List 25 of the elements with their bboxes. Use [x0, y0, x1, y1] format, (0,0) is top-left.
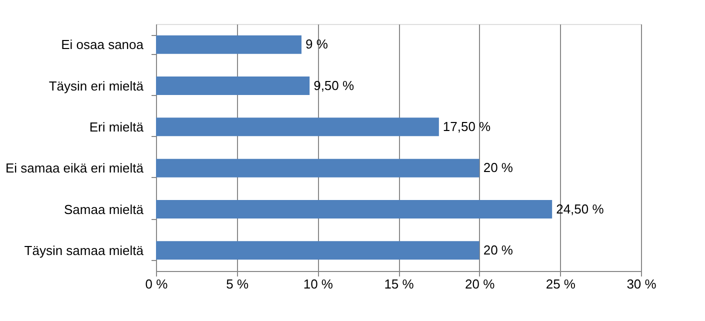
x-tick-label: 20 % — [465, 276, 496, 292]
data-label: 20 % — [483, 160, 514, 176]
y-tick-label: Samaa mieltä — [64, 202, 144, 217]
bar — [156, 35, 302, 54]
x-tick-label: 10 % — [303, 276, 334, 292]
bar — [156, 200, 552, 219]
y-tick-label: Täysin eri mieltä — [48, 78, 144, 94]
data-label: 9,50 % — [314, 78, 354, 93]
y-tick-label: Ei osaa sanoa — [61, 37, 144, 52]
y-tick-label: Eri mieltä — [89, 119, 144, 134]
x-tick-label: 0 % — [145, 276, 168, 292]
x-tick-label: 15 % — [384, 276, 414, 292]
data-label: 17,50 % — [442, 118, 492, 134]
y-tick-label: Täysin samaa mieltä — [24, 242, 144, 258]
data-label: 9 % — [306, 36, 328, 52]
y-tick-label: Ei samaa eikä eri mieltä — [6, 160, 144, 176]
bar — [156, 118, 439, 136]
data-label: 24,50 % — [556, 201, 604, 216]
data-label: 20 % — [483, 242, 514, 258]
x-tick-label: 25 % — [546, 276, 576, 292]
bar — [156, 241, 480, 260]
bar — [156, 158, 480, 178]
x-tick-label: 5 % — [226, 276, 249, 292]
x-tick-label: 30 % — [626, 276, 657, 292]
bar — [156, 76, 310, 96]
